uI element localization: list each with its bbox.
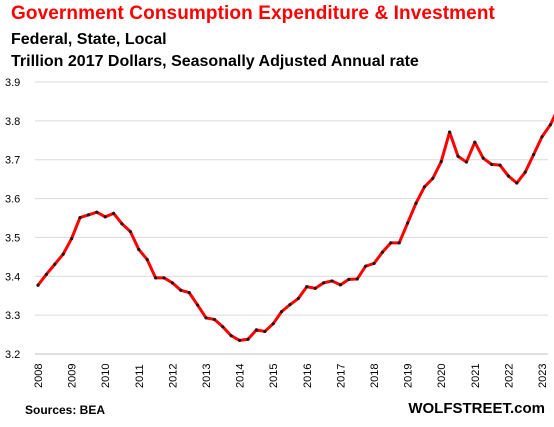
data-point [170,281,174,285]
data-point [112,211,116,215]
data-point [464,160,468,164]
data-point [238,338,242,342]
data-point [515,181,519,185]
data-point [271,322,275,326]
data-point [313,286,317,290]
y-tick-label: 3.9 [5,77,20,89]
data-point [338,283,342,287]
data-point [263,329,267,334]
x-tick-label: 2020 [436,364,448,388]
brand-logo-text: WOLFSTREET.com [408,400,545,417]
data-point [532,153,536,157]
data-point [389,241,393,245]
data-point [490,162,494,166]
data-point [120,222,124,226]
data-point [439,160,443,164]
data-point [86,213,90,217]
y-tick-label: 3.5 [5,232,20,244]
data-point [137,247,141,252]
data-point [204,316,208,320]
x-tick-label: 2015 [268,364,280,388]
data-point [347,277,351,281]
x-tick-label: 2009 [67,364,79,388]
y-axis: 3.2 3.3 3.4 3.5 3.6 3.7 3.8 3.9 [5,77,20,361]
x-tick-label: 2013 [201,364,213,388]
data-point [196,303,200,307]
data-point [305,285,309,289]
data-point [355,277,359,281]
data-point [397,241,401,245]
data-point [246,337,250,341]
y-tick-label: 3.8 [5,116,20,128]
y-tick-label: 3.2 [5,349,20,361]
data-point [162,276,166,280]
data-point [154,276,158,280]
x-tick-label: 2011 [134,364,146,388]
data-point [128,230,132,234]
data-point [506,174,510,178]
data-point [78,216,82,220]
data-point [187,291,191,295]
gridlines [35,81,548,355]
x-tick-label: 2014 [235,364,247,388]
data-point [364,264,368,268]
data-point [53,262,57,266]
data-point [70,236,74,241]
data-point [254,328,258,332]
y-tick-label: 3.7 [5,155,20,167]
x-tick-label: 2018 [369,364,381,388]
data-point [229,334,233,338]
data-point [456,154,460,158]
x-tick-label: 2017 [335,364,347,388]
x-tick-label: 2019 [403,364,415,388]
x-tick-label: 2016 [302,364,314,388]
data-point [95,210,99,214]
data-point [212,317,216,322]
data-point [548,123,553,127]
series [36,113,554,342]
data-point [221,325,225,329]
chart-title: Government Consumption Expenditure & Inv… [11,3,495,24]
data-point [406,221,410,225]
data-point [103,215,107,219]
data-point [372,261,376,266]
series-line [36,113,554,342]
x-tick-label: 2008 [33,364,45,388]
data-point [498,163,502,167]
y-tick-label: 3.6 [5,194,20,206]
data-point [44,272,49,276]
data-point [540,135,544,139]
x-tick-label: 2012 [167,364,179,388]
data-point [414,201,418,205]
x-tick-label: 2010 [100,364,112,388]
y-tick-label: 3.3 [5,310,20,322]
data-point [481,156,485,160]
chart-subtitle-units: Trillion 2017 Dollars, Seasonally Adjust… [11,53,419,70]
x-axis: 2008 2009 2010 2011 2012 2013 2014 2015 2016 2017… [33,353,549,388]
x-tick-label: 2022 [503,364,515,388]
source-note: Sources: BEA [25,403,106,417]
data-point [145,257,149,262]
x-tick-label: 2021 [470,364,482,388]
y-tick-label: 3.4 [5,271,20,283]
data-point [36,283,40,287]
data-point [431,176,435,180]
data-point [61,252,65,256]
data-point [288,303,292,307]
chart-subtitle-scope: Federal, State, Local [11,31,167,48]
data-point [380,250,384,254]
data-point [330,279,334,283]
data-point [448,130,452,134]
data-point [523,170,527,174]
data-point [322,281,326,285]
data-point [473,140,477,144]
data-point [179,288,183,292]
data-point [422,185,426,189]
data-point [296,296,300,301]
x-tick-label: 2023 [537,364,549,388]
data-point [280,310,284,314]
